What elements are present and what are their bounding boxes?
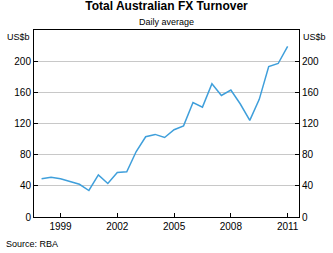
svg-text:120: 120 xyxy=(14,118,31,129)
svg-text:US$b: US$b xyxy=(303,32,326,42)
svg-text:Total Australian FX Turnover: Total Australian FX Turnover xyxy=(85,0,248,13)
svg-text:2005: 2005 xyxy=(163,221,186,232)
svg-text:0: 0 xyxy=(302,212,308,223)
svg-text:80: 80 xyxy=(302,149,314,160)
svg-text:2002: 2002 xyxy=(106,221,129,232)
svg-text:Daily average: Daily average xyxy=(139,17,194,27)
svg-text:160: 160 xyxy=(14,87,31,98)
svg-text:40: 40 xyxy=(20,180,32,191)
svg-text:80: 80 xyxy=(20,149,32,160)
svg-text:160: 160 xyxy=(302,87,319,98)
svg-text:2008: 2008 xyxy=(220,221,243,232)
svg-text:120: 120 xyxy=(302,118,319,129)
svg-text:2011: 2011 xyxy=(277,221,299,232)
svg-text:200: 200 xyxy=(302,56,319,67)
svg-text:1999: 1999 xyxy=(49,221,72,232)
svg-text:US$b: US$b xyxy=(7,32,30,42)
svg-text:0: 0 xyxy=(25,212,31,223)
svg-text:40: 40 xyxy=(302,180,314,191)
svg-text:Source: RBA: Source: RBA xyxy=(6,239,58,249)
svg-text:200: 200 xyxy=(14,56,31,67)
